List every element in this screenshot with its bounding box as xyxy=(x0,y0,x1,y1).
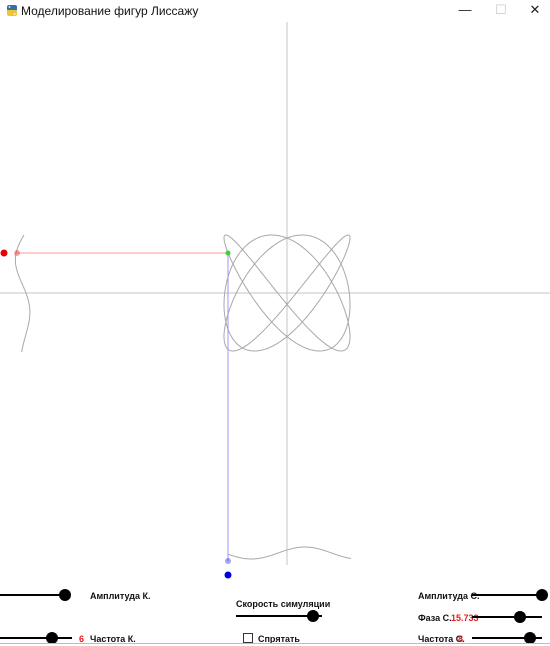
amplitude-s-slider[interactable] xyxy=(472,588,548,602)
amplitude-s-label: Амплитуда С. xyxy=(418,591,480,601)
amplitude-s-knob[interactable] xyxy=(536,589,548,601)
red-marker-point xyxy=(0,249,8,257)
simulation-speed-label: Скорость симуляции xyxy=(236,599,331,609)
python-app-icon xyxy=(7,5,17,16)
blue-marker-point xyxy=(224,571,232,579)
simulation-speed-slider[interactable] xyxy=(236,609,322,623)
hide-checkbox[interactable] xyxy=(243,633,253,643)
frequency-k-slider[interactable] xyxy=(0,631,72,645)
minimize-button[interactable]: — xyxy=(458,2,472,17)
phase-s-slider[interactable] xyxy=(472,610,542,624)
amplitude-k-label: Амплитуда К. xyxy=(90,591,151,601)
amplitude-k-slider[interactable] xyxy=(0,588,72,602)
bottom-divider xyxy=(0,643,550,644)
close-button[interactable]: ✕ xyxy=(529,2,541,17)
phase-s-knob[interactable] xyxy=(513,611,526,623)
green-current-point xyxy=(225,250,231,256)
red-trace-point xyxy=(14,250,20,256)
blue-trace-point xyxy=(225,558,231,564)
simulation-canvas xyxy=(0,22,550,579)
frequency-s-value: 8 xyxy=(458,634,464,644)
title-bar: Моделирование фигур Лиссажу — ☐ ✕ xyxy=(0,0,550,22)
frequency-k-knob[interactable] xyxy=(45,632,58,644)
hide-label: Спрятать xyxy=(258,634,300,644)
horizontal-oscillation-trace xyxy=(227,546,352,560)
lissajous-figure xyxy=(223,234,351,352)
frequency-s-label: Частота С. xyxy=(418,634,465,644)
frequency-k-value: 6 xyxy=(79,634,85,644)
vertical-oscillation-trace xyxy=(14,234,31,353)
frequency-k-label: Частота К. xyxy=(90,634,136,644)
simulation-speed-knob[interactable] xyxy=(307,610,320,622)
amplitude-k-knob[interactable] xyxy=(59,589,72,601)
phase-s-value: 15.733 xyxy=(451,613,479,623)
maximize-button[interactable]: ☐ xyxy=(495,2,507,17)
frequency-s-knob[interactable] xyxy=(524,632,537,644)
frequency-s-slider[interactable] xyxy=(472,631,542,645)
window-title: Моделирование фигур Лиссажу xyxy=(21,4,199,18)
phase-s-label: Фаза С. xyxy=(418,613,452,623)
